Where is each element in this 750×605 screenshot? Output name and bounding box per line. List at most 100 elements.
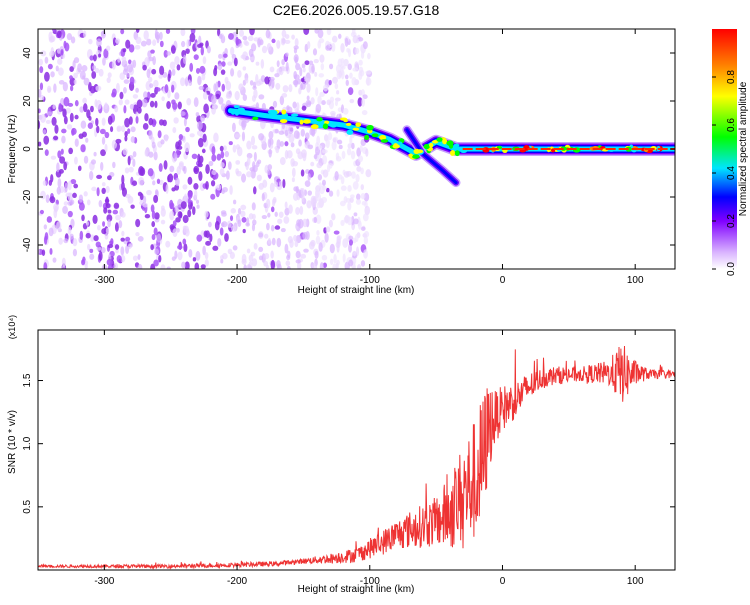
- noise-speckle: [292, 101, 297, 109]
- noise-speckle: [362, 94, 368, 100]
- noise-speckle: [142, 64, 147, 71]
- noise-speckle: [203, 230, 208, 238]
- noise-speckle: [227, 248, 233, 255]
- noise-speckle: [49, 248, 53, 255]
- noise-speckle: [101, 228, 107, 235]
- noise-speckle: [151, 221, 156, 228]
- spectrogram-y-label: Frequency (Hz): [7, 115, 18, 184]
- noise-speckle: [114, 104, 119, 113]
- noise-speckle: [193, 183, 199, 190]
- noise-speckle: [252, 219, 257, 226]
- noise-speckle: [347, 87, 354, 96]
- noise-speckle: [202, 133, 207, 143]
- noise-speckle: [148, 76, 153, 83]
- noise-speckle: [124, 135, 128, 142]
- noise-speckle: [347, 185, 352, 192]
- noise-speckle: [72, 192, 77, 199]
- noise-speckle: [69, 66, 74, 73]
- noise-speckle: [348, 259, 354, 267]
- noise-speckle: [181, 40, 186, 48]
- noise-speckle: [182, 225, 187, 231]
- noise-speckle: [314, 250, 319, 259]
- noise-speckle: [258, 94, 265, 100]
- noise-speckle: [269, 182, 275, 193]
- noise-speckle: [218, 33, 223, 39]
- noise-speckle: [80, 120, 87, 129]
- noise-speckle: [77, 63, 83, 73]
- noise-speckle: [137, 235, 144, 242]
- noise-speckle: [349, 72, 353, 79]
- noise-speckle: [104, 143, 108, 153]
- noise-speckle: [351, 142, 355, 150]
- noise-speckle: [43, 224, 48, 230]
- signal-peak: [431, 140, 439, 144]
- noise-speckle: [357, 220, 362, 230]
- noise-speckle: [154, 100, 158, 109]
- noise-speckle: [86, 199, 91, 206]
- noise-speckle: [67, 210, 73, 218]
- signal-peak: [303, 119, 311, 124]
- noise-speckle: [355, 246, 360, 257]
- noise-speckle: [232, 245, 238, 251]
- noise-speckle: [266, 43, 272, 52]
- noise-speckle: [293, 74, 300, 80]
- noise-speckle: [195, 112, 200, 117]
- noise-speckle: [139, 193, 144, 201]
- noise-speckle: [128, 166, 134, 173]
- noise-speckle: [245, 160, 250, 171]
- noise-speckle: [205, 164, 210, 175]
- noise-speckle: [318, 73, 325, 78]
- noise-speckle: [130, 126, 136, 133]
- noise-speckle: [277, 218, 283, 224]
- noise-speckle: [209, 233, 213, 243]
- noise-speckle: [351, 77, 357, 86]
- snr-x-ticks: -300 -200 -100 0 100: [94, 330, 644, 587]
- noise-speckle: [185, 48, 190, 55]
- noise-speckle: [150, 93, 156, 98]
- noise-speckle: [280, 37, 286, 46]
- noise-speckle: [331, 140, 337, 151]
- noise-speckle: [132, 255, 138, 261]
- noise-speckle: [230, 46, 235, 56]
- noise-speckle: [360, 167, 364, 175]
- noise-speckle: [147, 168, 154, 177]
- noise-speckle: [349, 197, 354, 203]
- noise-speckle: [301, 105, 307, 111]
- noise-speckle: [316, 230, 320, 236]
- noise-speckle: [184, 261, 190, 269]
- noise-speckle: [199, 115, 206, 122]
- noise-speckle: [291, 167, 296, 178]
- noise-speckle: [247, 35, 254, 42]
- noise-speckle: [194, 262, 200, 269]
- noise-speckle: [92, 214, 98, 225]
- noise-speckle: [343, 171, 350, 178]
- noise-speckle: [348, 235, 354, 241]
- noise-speckle: [215, 81, 219, 92]
- noise-speckle: [302, 231, 308, 240]
- noise-speckle: [253, 242, 258, 250]
- noise-speckle: [66, 33, 73, 41]
- noise-speckle: [132, 151, 137, 158]
- signal-peak: [380, 139, 389, 143]
- noise-speckle: [143, 91, 148, 99]
- noise-speckle: [96, 187, 100, 197]
- noise-speckle: [363, 236, 369, 245]
- noise-speckle: [270, 250, 274, 259]
- noise-speckle: [92, 54, 97, 62]
- noise-speckle: [270, 259, 276, 269]
- noise-speckle: [84, 263, 88, 269]
- noise-speckle: [99, 128, 106, 135]
- noise-speckle: [70, 36, 76, 44]
- noise-speckle: [60, 148, 64, 155]
- noise-speckle: [303, 248, 309, 253]
- noise-speckle: [326, 99, 331, 106]
- noise-speckle: [356, 193, 361, 201]
- noise-speckle: [348, 243, 353, 253]
- noise-speckle: [327, 132, 333, 141]
- noise-speckle: [169, 165, 175, 173]
- noise-speckle: [98, 53, 102, 58]
- noise-speckle: [229, 215, 234, 222]
- noise-speckle: [204, 252, 209, 260]
- noise-speckle: [45, 119, 51, 124]
